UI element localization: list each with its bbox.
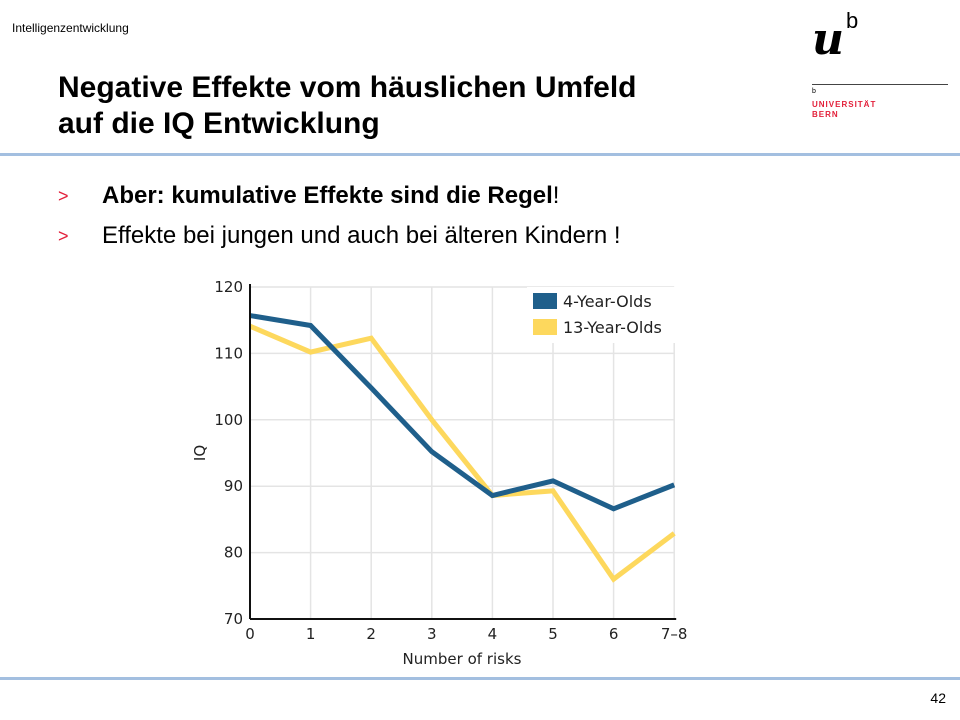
bullet-marker: > <box>58 225 69 246</box>
logo-small-b: b <box>812 88 816 95</box>
legend-swatch <box>533 319 557 335</box>
title-line-1: Negative Effekte vom häuslichen Umfeld <box>58 71 637 104</box>
legend-swatch <box>533 293 557 309</box>
bullet-item: > Effekte bei jungen und auch bei ältere… <box>58 216 621 256</box>
logo-line-2: BERN <box>812 110 839 119</box>
y-tick-label: 80 <box>224 544 243 562</box>
x-tick-label: 1 <box>306 625 316 643</box>
y-tick-label: 120 <box>214 278 243 296</box>
header-rule <box>0 153 960 156</box>
y-axis-label: IQ <box>191 445 209 461</box>
y-tick-label: 70 <box>224 610 243 628</box>
x-tick-label: 5 <box>548 625 558 643</box>
bullet-marker: > <box>58 185 69 206</box>
logo-line-1: UNIVERSITÄT <box>812 100 877 109</box>
y-tick-label: 100 <box>214 411 243 429</box>
x-tick-label: 3 <box>427 625 437 643</box>
x-tick-label: 7–8 <box>661 625 688 643</box>
series-line-1 <box>249 323 676 583</box>
x-tick-label: 2 <box>366 625 376 643</box>
bullet-list: > Aber: kumulative Effekte sind die Rege… <box>58 176 621 256</box>
x-tick-label: 0 <box>245 625 255 643</box>
slide-title: Negative Effekte vom häuslichen Umfeld a… <box>58 70 637 142</box>
bullet-bold-text: Aber: kumulative Effekte sind die Regel <box>102 182 553 209</box>
logo-text: UNIVERSITÄT BERN <box>812 100 876 120</box>
bullet-item: > Aber: kumulative Effekte sind die Rege… <box>58 176 621 216</box>
bullet-text: ! <box>552 182 560 209</box>
y-tick-label: 90 <box>224 477 243 495</box>
footer-rule <box>0 677 960 680</box>
legend-label: 13-Year-Olds <box>563 318 662 337</box>
x-tick-label: 6 <box>609 625 619 643</box>
topic-label: Intelligenzentwicklung <box>12 21 129 35</box>
bullet-text: Effekte bei jungen und auch bei älteren … <box>102 222 621 249</box>
series-line-0 <box>249 313 676 512</box>
y-tick-label: 110 <box>214 344 243 362</box>
title-line-2: auf die IQ Entwicklung <box>58 107 380 140</box>
x-axis-label: Number of risks <box>403 650 522 668</box>
page-number: 42 <box>930 690 946 706</box>
legend-label: 4-Year-Olds <box>563 292 652 311</box>
x-tick-label: 4 <box>488 625 498 643</box>
